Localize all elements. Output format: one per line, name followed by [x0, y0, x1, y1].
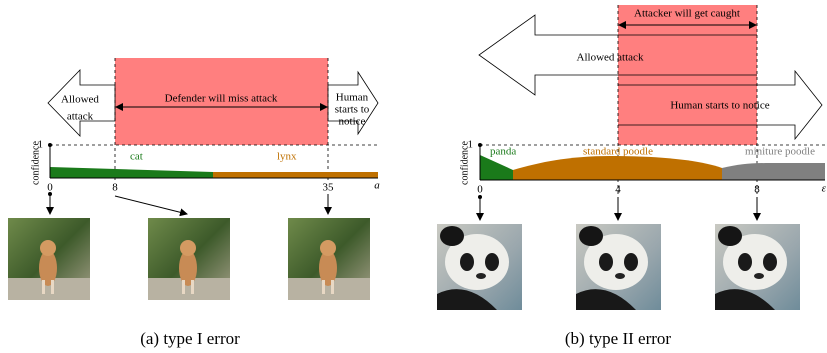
x-tick-label: 4 [615, 184, 621, 196]
panel-a: Allowed attack Human starts to notice De… [8, 58, 380, 348]
x-tick-label: 0 [47, 182, 53, 194]
y-axis-label: confidence [30, 141, 41, 185]
x-tick-label: 8 [112, 182, 118, 194]
right-arrow-label: starts to [335, 104, 370, 116]
x-tick-label: 35 [323, 182, 335, 194]
axis-dot [478, 143, 482, 147]
left-arrow-label: attack [67, 111, 94, 123]
region-label: Defender will miss attack [165, 93, 278, 105]
x-tick-label: 0 [477, 184, 483, 196]
caption: (a) type I error [140, 329, 240, 348]
class-label: miniture poodle [745, 146, 815, 158]
cat-image [8, 218, 90, 300]
panda-area [480, 155, 513, 180]
y-axis-label: confidence [459, 141, 470, 185]
left-arrow-label: Allowed attack [577, 52, 644, 64]
arrow [115, 196, 187, 214]
panel-b: Allowed attack Human starts to notice At… [437, 5, 827, 348]
right-arrow-label: Human starts to notice [670, 100, 769, 112]
class-label: standard poodle [583, 146, 653, 158]
class-label: lynx [277, 151, 297, 163]
cat-image [148, 218, 230, 300]
caption: (b) type II error [565, 329, 672, 348]
cat-image [288, 218, 370, 300]
region-label: Attacker will get caught [634, 8, 740, 20]
right-arrow-label: Human [336, 92, 369, 104]
panda-image [576, 224, 661, 310]
right-arrow-label: notice [339, 116, 366, 128]
panda-image [715, 224, 800, 310]
class-label: cat [130, 151, 143, 163]
x-tick-label: 8 [754, 184, 760, 196]
axis-dot [48, 143, 52, 147]
lynx-area [213, 172, 378, 178]
class-label: panda [490, 146, 516, 158]
left-arrow-label: Allowed [61, 94, 99, 106]
panda-image [437, 224, 522, 310]
x-tick-label: ε [822, 183, 827, 195]
poodle-area [513, 156, 722, 180]
cat-area [50, 167, 213, 178]
miniature-area [722, 163, 825, 180]
x-tick-label: a [374, 180, 380, 192]
figure: Allowed attack Human starts to notice De… [0, 0, 827, 353]
